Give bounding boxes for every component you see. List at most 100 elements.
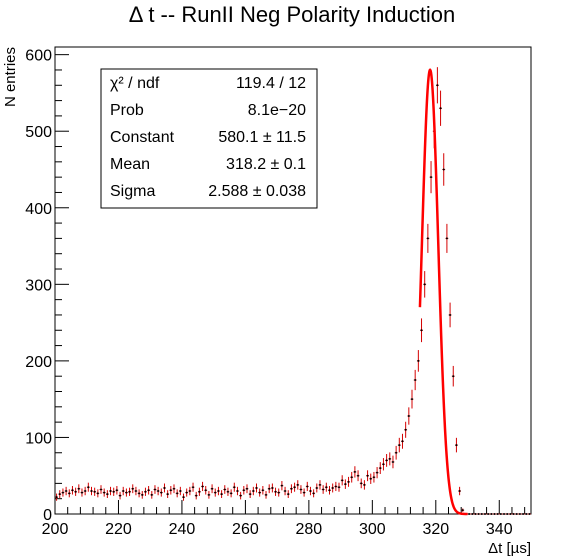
data-point bbox=[267, 484, 271, 494]
data-point bbox=[156, 486, 160, 496]
point-marker bbox=[458, 490, 461, 493]
point-marker bbox=[125, 491, 128, 494]
data-point bbox=[372, 471, 376, 483]
point-marker bbox=[93, 490, 96, 493]
point-marker bbox=[347, 480, 350, 483]
point-marker bbox=[226, 490, 229, 493]
data-point bbox=[363, 480, 366, 490]
data-point bbox=[470, 513, 474, 515]
point-marker bbox=[522, 513, 525, 515]
data-point bbox=[312, 489, 316, 498]
stats-value: 2.588 ± 0.038 bbox=[208, 183, 306, 200]
point-marker bbox=[115, 489, 118, 492]
point-marker bbox=[468, 513, 471, 515]
point-marker bbox=[299, 488, 302, 491]
x-tick-label: 280 bbox=[296, 521, 323, 538]
point-marker bbox=[344, 483, 347, 486]
point-marker bbox=[407, 415, 410, 418]
data-point bbox=[201, 481, 204, 492]
data-point bbox=[55, 493, 58, 501]
data-point bbox=[270, 483, 274, 493]
data-point bbox=[90, 486, 93, 496]
stats-value: 119.4 / 12 bbox=[236, 75, 306, 92]
point-marker bbox=[65, 490, 68, 493]
data-point bbox=[74, 487, 78, 496]
point-marker bbox=[201, 485, 204, 488]
data-point bbox=[467, 513, 471, 515]
data-point bbox=[182, 493, 185, 501]
point-marker bbox=[258, 491, 261, 494]
point-marker bbox=[411, 398, 413, 401]
data-point bbox=[439, 90, 442, 126]
point-marker bbox=[103, 491, 106, 494]
data-point bbox=[283, 486, 287, 496]
data-point bbox=[232, 482, 236, 492]
point-marker bbox=[455, 444, 458, 447]
data-point bbox=[169, 486, 173, 495]
point-marker bbox=[176, 492, 179, 495]
point-marker bbox=[382, 463, 385, 466]
data-point bbox=[493, 513, 496, 515]
point-marker bbox=[255, 486, 258, 489]
data-point bbox=[96, 489, 100, 498]
point-marker bbox=[223, 488, 226, 491]
data-point bbox=[251, 486, 255, 496]
data-point bbox=[359, 478, 363, 489]
point-marker bbox=[306, 485, 309, 488]
point-marker bbox=[195, 494, 198, 497]
data-point bbox=[255, 483, 258, 493]
point-marker bbox=[68, 492, 71, 495]
point-marker bbox=[439, 107, 442, 110]
data-point bbox=[391, 455, 395, 469]
data-point bbox=[58, 490, 62, 498]
stats-label: Prob bbox=[110, 102, 144, 119]
stats-box-frame bbox=[100, 68, 318, 209]
data-point bbox=[83, 486, 87, 496]
point-marker bbox=[490, 513, 493, 515]
data-point bbox=[264, 491, 268, 499]
data-point bbox=[93, 487, 97, 496]
data-point bbox=[67, 489, 71, 498]
y-axis-tick-labels: 0 100 200 300 400 500 600 bbox=[25, 48, 52, 524]
point-marker bbox=[471, 513, 474, 515]
data-point bbox=[274, 487, 277, 496]
x-tick-label: 260 bbox=[232, 521, 259, 538]
data-point bbox=[423, 271, 427, 298]
point-marker bbox=[61, 491, 64, 494]
point-marker bbox=[217, 490, 220, 493]
y-axis-title: N entries bbox=[2, 47, 19, 107]
x-tick-label: 300 bbox=[359, 521, 386, 538]
point-marker bbox=[96, 492, 99, 495]
point-marker bbox=[452, 375, 455, 378]
data-point bbox=[337, 482, 341, 492]
data-point bbox=[350, 471, 354, 483]
stats-label: Constant bbox=[110, 129, 175, 146]
point-marker bbox=[445, 237, 448, 240]
data-point bbox=[394, 445, 398, 460]
data-point bbox=[461, 508, 465, 512]
point-marker bbox=[398, 444, 401, 447]
point-marker bbox=[150, 493, 153, 496]
data-point bbox=[458, 486, 461, 496]
data-point bbox=[477, 513, 481, 515]
point-marker bbox=[420, 329, 423, 332]
point-marker bbox=[144, 490, 147, 493]
y-tick-label: 400 bbox=[25, 201, 52, 218]
data-point bbox=[280, 481, 284, 491]
data-point bbox=[191, 482, 195, 492]
plot-frame bbox=[54, 46, 532, 515]
data-point bbox=[521, 513, 525, 515]
point-marker bbox=[414, 379, 417, 382]
data-point bbox=[245, 484, 249, 494]
point-marker bbox=[369, 477, 372, 480]
data-point bbox=[483, 513, 487, 515]
data-point bbox=[229, 489, 233, 498]
data-point bbox=[416, 350, 420, 372]
point-marker bbox=[506, 513, 509, 515]
stats-value: 318.2 ± 0.1 bbox=[226, 156, 306, 173]
data-point bbox=[242, 486, 246, 495]
data-point bbox=[125, 488, 128, 497]
point-marker bbox=[166, 493, 169, 496]
data-point bbox=[175, 489, 179, 498]
data-point bbox=[178, 486, 182, 496]
